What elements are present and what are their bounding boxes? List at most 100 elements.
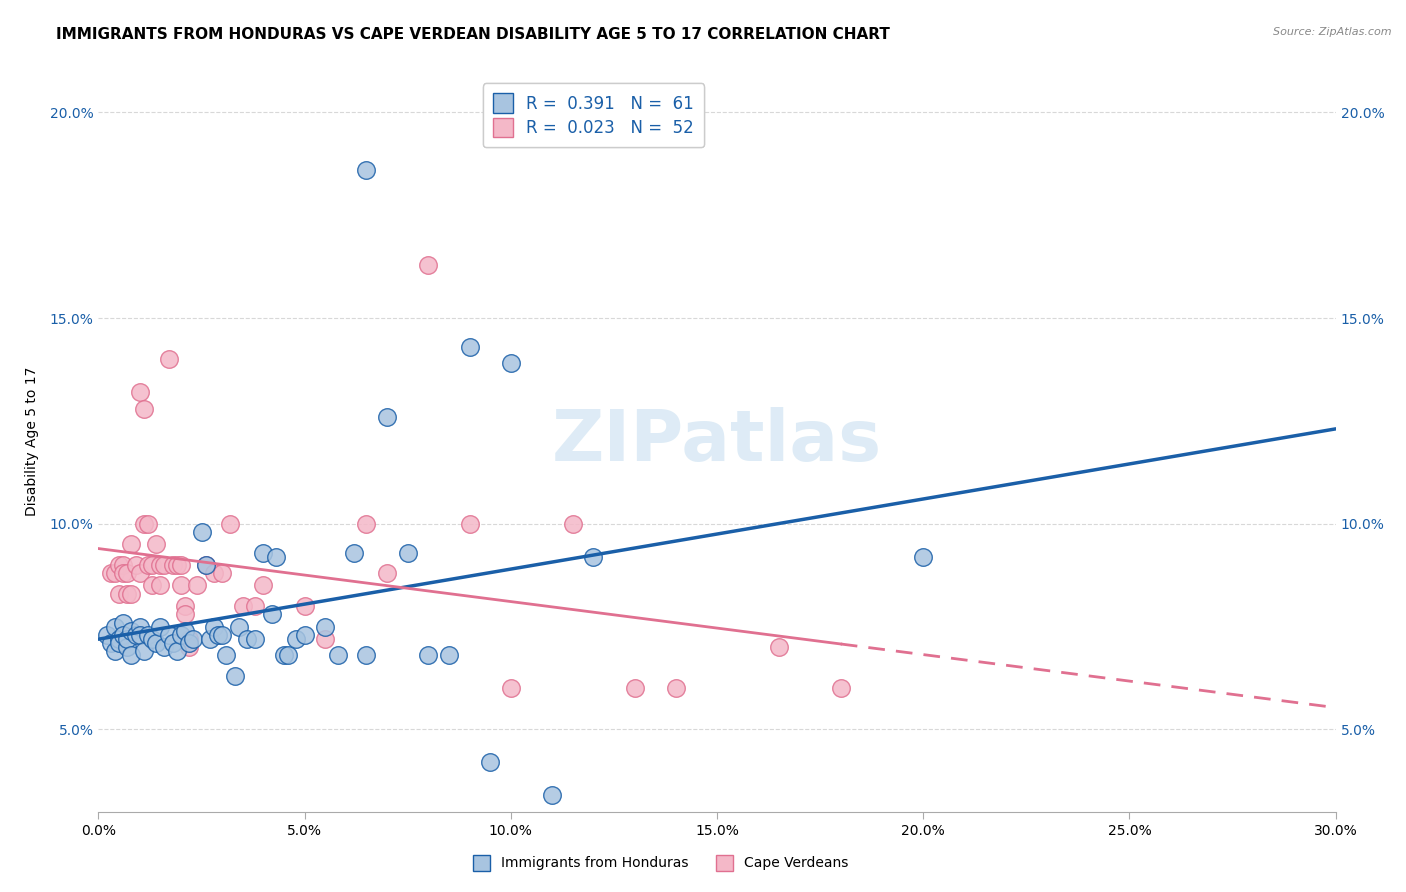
- Point: [252, 578, 274, 592]
- Point: [211, 628, 233, 642]
- Point: [108, 632, 131, 646]
- Point: [499, 356, 522, 370]
- Point: [108, 558, 131, 572]
- Point: [162, 636, 184, 650]
- Point: [458, 516, 481, 531]
- Point: [198, 632, 221, 646]
- Point: [166, 644, 188, 658]
- Point: [243, 632, 266, 646]
- Point: [170, 558, 193, 572]
- Text: Source: ZipAtlas.com: Source: ZipAtlas.com: [1274, 27, 1392, 37]
- Point: [170, 628, 193, 642]
- Point: [117, 587, 139, 601]
- Point: [215, 648, 238, 663]
- Point: [128, 566, 150, 581]
- Point: [136, 628, 159, 642]
- Point: [356, 516, 378, 531]
- Point: [294, 599, 316, 613]
- Point: [120, 648, 142, 663]
- Point: [104, 566, 127, 581]
- Point: [132, 401, 155, 416]
- Point: [356, 648, 378, 663]
- Point: [236, 632, 259, 646]
- Point: [170, 578, 193, 592]
- Point: [314, 619, 336, 633]
- Point: [128, 628, 150, 642]
- Point: [120, 587, 142, 601]
- Point: [149, 619, 172, 633]
- Point: [174, 599, 197, 613]
- Point: [190, 524, 212, 539]
- Point: [326, 648, 349, 663]
- Point: [132, 644, 155, 658]
- Point: [128, 619, 150, 633]
- Point: [356, 163, 378, 178]
- Point: [582, 549, 605, 564]
- Point: [179, 636, 201, 650]
- Point: [117, 632, 139, 646]
- Point: [112, 558, 135, 572]
- Legend: Immigrants from Honduras, Cape Verdeans: Immigrants from Honduras, Cape Verdeans: [468, 849, 853, 876]
- Point: [96, 628, 118, 642]
- Point: [458, 340, 481, 354]
- Point: [768, 640, 790, 655]
- Point: [112, 628, 135, 642]
- Point: [128, 385, 150, 400]
- Point: [124, 628, 146, 642]
- Point: [194, 558, 217, 572]
- Point: [343, 545, 366, 560]
- Text: ZIPatlas: ZIPatlas: [553, 407, 882, 476]
- Point: [561, 516, 583, 531]
- Point: [314, 632, 336, 646]
- Point: [149, 578, 172, 592]
- Point: [243, 599, 266, 613]
- Point: [157, 628, 180, 642]
- Point: [277, 648, 299, 663]
- Point: [623, 681, 645, 696]
- Point: [174, 624, 197, 638]
- Point: [232, 599, 254, 613]
- Point: [120, 624, 142, 638]
- Point: [437, 648, 460, 663]
- Point: [179, 632, 201, 646]
- Point: [166, 558, 188, 572]
- Point: [141, 632, 163, 646]
- Point: [186, 578, 208, 592]
- Point: [499, 681, 522, 696]
- Point: [541, 789, 564, 803]
- Point: [162, 558, 184, 572]
- Point: [830, 681, 852, 696]
- Point: [136, 558, 159, 572]
- Point: [153, 558, 176, 572]
- Point: [207, 628, 229, 642]
- Point: [100, 566, 122, 581]
- Point: [252, 545, 274, 560]
- Point: [153, 640, 176, 655]
- Point: [117, 640, 139, 655]
- Point: [260, 607, 283, 622]
- Point: [145, 636, 167, 650]
- Point: [104, 644, 127, 658]
- Point: [219, 516, 242, 531]
- Point: [108, 636, 131, 650]
- Point: [117, 566, 139, 581]
- Point: [141, 558, 163, 572]
- Point: [264, 549, 287, 564]
- Point: [665, 681, 688, 696]
- Point: [912, 549, 935, 564]
- Point: [157, 352, 180, 367]
- Point: [100, 636, 122, 650]
- Point: [396, 545, 419, 560]
- Point: [375, 566, 398, 581]
- Point: [145, 537, 167, 551]
- Point: [124, 558, 146, 572]
- Point: [120, 537, 142, 551]
- Point: [136, 516, 159, 531]
- Point: [273, 648, 295, 663]
- Point: [181, 632, 204, 646]
- Point: [294, 628, 316, 642]
- Point: [104, 619, 127, 633]
- Point: [224, 669, 246, 683]
- Point: [112, 566, 135, 581]
- Point: [141, 578, 163, 592]
